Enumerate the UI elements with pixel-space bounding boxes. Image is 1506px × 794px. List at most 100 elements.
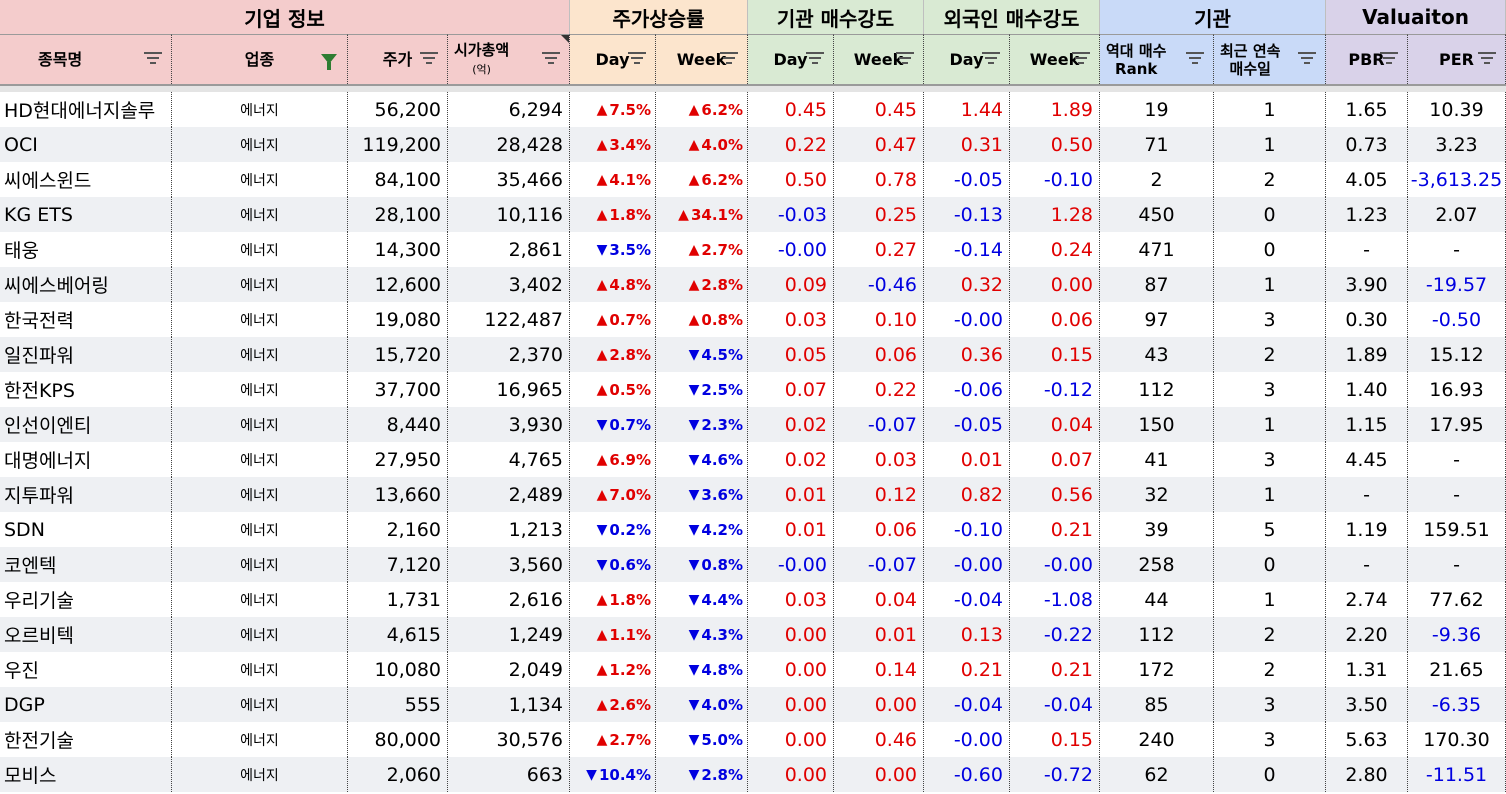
cell-inst-streak[interactable]: 3	[1214, 722, 1326, 757]
cell-price-week[interactable]: ▲ 6.2%	[656, 92, 748, 127]
column-header-industry[interactable]: 업종	[172, 34, 348, 84]
cell-inst-rank[interactable]: 112	[1100, 617, 1214, 652]
filter-icon[interactable]	[144, 52, 162, 66]
cell-inst-day[interactable]: 0.01	[748, 512, 834, 547]
cell-foreign-week[interactable]: 0.04	[1010, 407, 1100, 442]
cell-stock-name[interactable]: 오르비텍	[0, 617, 172, 652]
cell-pbr[interactable]: 4.45	[1326, 442, 1408, 477]
cell-price[interactable]: 56,200	[348, 92, 448, 127]
cell-price-day[interactable]: ▲ 6.9%	[570, 442, 656, 477]
cell-inst-day[interactable]: 0.00	[748, 687, 834, 722]
cell-price[interactable]: 119,200	[348, 127, 448, 162]
cell-price[interactable]: 19,080	[348, 302, 448, 337]
cell-market-cap[interactable]: 2,616	[448, 582, 570, 617]
cell-industry[interactable]: 에너지	[172, 442, 348, 477]
cell-foreign-week[interactable]: 0.24	[1010, 232, 1100, 267]
table-row[interactable]: 씨에스윈드 에너지 84,100 35,466 ▲ 4.1% ▲ 6.2% 0.50 0.78 -0…	[0, 162, 1506, 197]
cell-price[interactable]: 15,720	[348, 337, 448, 372]
cell-industry[interactable]: 에너지	[172, 302, 348, 337]
cell-pbr[interactable]: -	[1326, 477, 1408, 512]
cell-pbr[interactable]: 0.30	[1326, 302, 1408, 337]
cell-price-day[interactable]: ▲ 4.8%	[570, 267, 656, 302]
cell-pbr[interactable]: 1.89	[1326, 337, 1408, 372]
cell-per[interactable]: 16.93	[1408, 372, 1506, 407]
cell-industry[interactable]: 에너지	[172, 547, 348, 582]
filter-icon[interactable]	[982, 52, 1000, 66]
cell-price-week[interactable]: ▼ 2.5%	[656, 372, 748, 407]
cell-industry[interactable]: 에너지	[172, 477, 348, 512]
cell-price-day[interactable]: ▼ 3.5%	[570, 232, 656, 267]
cell-market-cap[interactable]: 1,213	[448, 512, 570, 547]
table-row[interactable]: 한국전력 에너지 19,080 122,487 ▲ 0.7% ▲ 0.8% 0.03 0.10 -0…	[0, 302, 1506, 337]
cell-inst-rank[interactable]: 471	[1100, 232, 1214, 267]
column-header-foreign-day[interactable]: Day	[924, 34, 1010, 84]
cell-inst-week[interactable]: 0.47	[834, 127, 924, 162]
cell-inst-streak[interactable]: 1	[1214, 407, 1326, 442]
cell-inst-streak[interactable]: 2	[1214, 652, 1326, 687]
cell-price-week[interactable]: ▼ 4.5%	[656, 337, 748, 372]
cell-stock-name[interactable]: 모비스	[0, 757, 172, 792]
cell-price-day[interactable]: ▲ 2.7%	[570, 722, 656, 757]
cell-pbr[interactable]: 0.73	[1326, 127, 1408, 162]
filter-active-icon[interactable]	[321, 54, 337, 70]
cell-inst-week[interactable]: 0.10	[834, 302, 924, 337]
cell-stock-name[interactable]: 인선이엔티	[0, 407, 172, 442]
cell-inst-rank[interactable]: 450	[1100, 197, 1214, 232]
column-header-inst-week[interactable]: Week	[834, 34, 924, 84]
filter-icon[interactable]	[1478, 52, 1496, 66]
cell-foreign-day[interactable]: 0.82	[924, 477, 1010, 512]
cell-inst-streak[interactable]: 2	[1214, 617, 1326, 652]
cell-inst-streak[interactable]: 3	[1214, 442, 1326, 477]
cell-inst-streak[interactable]: 0	[1214, 197, 1326, 232]
cell-market-cap[interactable]: 4,765	[448, 442, 570, 477]
cell-pbr[interactable]: 1.19	[1326, 512, 1408, 547]
cell-stock-name[interactable]: 태웅	[0, 232, 172, 267]
cell-inst-day[interactable]: 0.09	[748, 267, 834, 302]
table-row[interactable]: 태웅 에너지 14,300 2,861 ▼ 3.5% ▲ 2.7% -0.00 0.27 -0.14…	[0, 232, 1506, 267]
cell-foreign-day[interactable]: 0.32	[924, 267, 1010, 302]
cell-price-week[interactable]: ▼ 4.6%	[656, 442, 748, 477]
cell-market-cap[interactable]: 2,370	[448, 337, 570, 372]
cell-inst-streak[interactable]: 3	[1214, 302, 1326, 337]
cell-foreign-week[interactable]: 0.15	[1010, 337, 1100, 372]
cell-foreign-week[interactable]: -0.04	[1010, 687, 1100, 722]
cell-inst-day[interactable]: -0.03	[748, 197, 834, 232]
table-row[interactable]: 인선이엔티 에너지 8,440 3,930 ▼ 0.7% ▼ 2.3% 0.02 -0.07 -0.…	[0, 407, 1506, 442]
filter-icon[interactable]	[542, 52, 560, 66]
filter-icon[interactable]	[1186, 52, 1204, 66]
cell-price-day[interactable]: ▼ 0.7%	[570, 407, 656, 442]
cell-per[interactable]: -9.36	[1408, 617, 1506, 652]
cell-stock-name[interactable]: SDN	[0, 512, 172, 547]
cell-market-cap[interactable]: 3,402	[448, 267, 570, 302]
cell-price-week[interactable]: ▲ 2.8%	[656, 267, 748, 302]
cell-stock-name[interactable]: DGP	[0, 687, 172, 722]
cell-foreign-week[interactable]: -0.22	[1010, 617, 1100, 652]
cell-foreign-week[interactable]: 0.56	[1010, 477, 1100, 512]
column-header-price[interactable]: 주가	[348, 34, 448, 84]
cell-foreign-day[interactable]: -0.05	[924, 407, 1010, 442]
cell-inst-week[interactable]: 0.22	[834, 372, 924, 407]
cell-inst-streak[interactable]: 0	[1214, 547, 1326, 582]
cell-inst-rank[interactable]: 43	[1100, 337, 1214, 372]
cell-foreign-week[interactable]: -0.12	[1010, 372, 1100, 407]
cell-inst-day[interactable]: 0.05	[748, 337, 834, 372]
table-row[interactable]: 한전KPS 에너지 37,700 16,965 ▲ 0.5% ▼ 2.5% 0.07 0.22 -0…	[0, 372, 1506, 407]
cell-stock-name[interactable]: 일진파워	[0, 337, 172, 372]
cell-inst-day[interactable]: -0.00	[748, 547, 834, 582]
cell-inst-day[interactable]: 0.00	[748, 757, 834, 792]
cell-inst-streak[interactable]: 0	[1214, 232, 1326, 267]
cell-market-cap[interactable]: 1,249	[448, 617, 570, 652]
cell-foreign-day[interactable]: -0.04	[924, 582, 1010, 617]
cell-foreign-week[interactable]: 0.00	[1010, 267, 1100, 302]
cell-market-cap[interactable]: 35,466	[448, 162, 570, 197]
cell-pbr[interactable]: 1.15	[1326, 407, 1408, 442]
filter-icon[interactable]	[628, 52, 646, 66]
cell-pbr[interactable]: 2.74	[1326, 582, 1408, 617]
cell-inst-streak[interactable]: 5	[1214, 512, 1326, 547]
cell-market-cap[interactable]: 16,965	[448, 372, 570, 407]
cell-pbr[interactable]: 5.63	[1326, 722, 1408, 757]
cell-price[interactable]: 4,615	[348, 617, 448, 652]
cell-inst-week[interactable]: 0.04	[834, 582, 924, 617]
cell-market-cap[interactable]: 2,861	[448, 232, 570, 267]
cell-foreign-day[interactable]: 0.31	[924, 127, 1010, 162]
